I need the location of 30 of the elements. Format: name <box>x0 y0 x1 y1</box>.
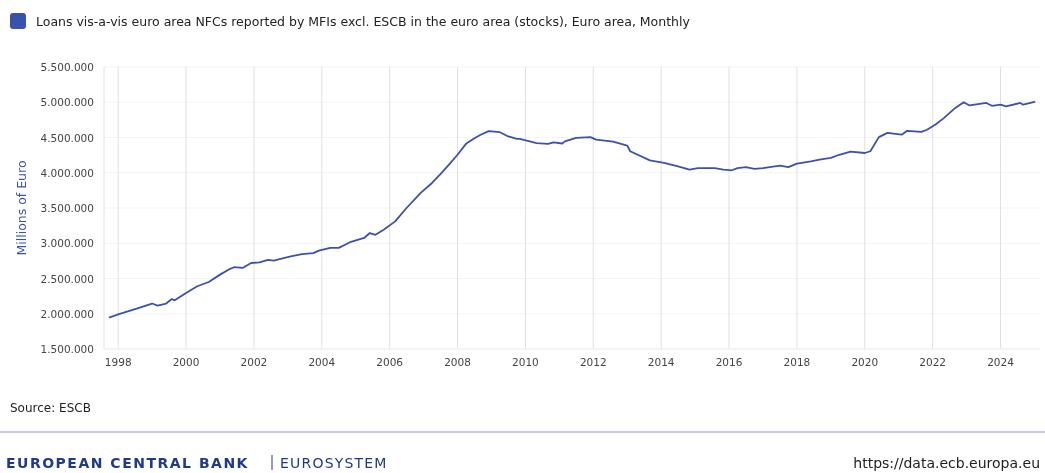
y-tick-label: 5.000.000 <box>40 96 94 109</box>
x-tick-label: 2006 <box>376 356 404 368</box>
y-tick-label: 4.500.000 <box>40 131 94 144</box>
text: https://data.ecb.europa.eu <box>853 455 1040 471</box>
x-tick-label: 2024 <box>987 356 1015 368</box>
y-tick-label: 3.000.000 <box>40 237 94 250</box>
x-tick-label: 2020 <box>851 356 879 368</box>
x-tick-label: 2004 <box>308 356 336 368</box>
text: EUROSYSTEM <box>280 455 388 471</box>
x-tick-label: 2008 <box>444 356 471 368</box>
x-tick-label: 2010 <box>512 356 539 368</box>
y-tick-label: 3.500.000 <box>40 202 94 214</box>
x-tick-label: 2018 <box>783 356 811 368</box>
x-tick-label: 2022 <box>919 356 947 368</box>
x-tick-label: 2002 <box>240 356 268 368</box>
y-tick-label: 1.500.000 <box>40 343 94 355</box>
legend-label: Loans vis-a-vis euro area NFCs reported by MFIs excl. ESCB in the euro area (stocks), Euro area, Monthly <box>36 13 691 29</box>
y-tick-label: 2.000.000 <box>40 307 94 320</box>
line-series <box>108 101 1036 319</box>
x-tick-label: 2012 <box>579 356 607 368</box>
text: EUROPEAN CENTRAL BANK <box>6 455 249 471</box>
x-tick-label: 2014 <box>647 356 675 368</box>
x-tick-label: 2016 <box>715 356 743 368</box>
y-tick-label: 4.000.000 <box>40 166 94 179</box>
y-tick-label: 5.500.000 <box>40 61 94 73</box>
y-tick-label: 2.500.000 <box>40 272 94 285</box>
x-tick-label: 2000 <box>172 356 200 368</box>
source-note: Source: ESCB <box>10 401 91 415</box>
y-axis-title: Millions of Euro <box>14 160 29 256</box>
x-tick-label: 1998 <box>104 356 132 368</box>
